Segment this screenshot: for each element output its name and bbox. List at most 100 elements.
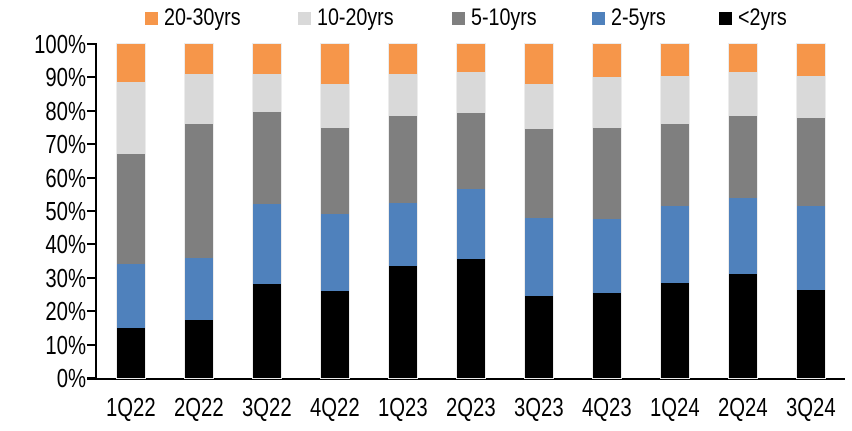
bar-segment-2-5yrs <box>321 214 349 292</box>
bar-segment-20-30yrs <box>389 44 417 75</box>
legend-label: 20-30yrs <box>164 4 241 31</box>
x-axis-label-2q24: 2Q24 <box>709 392 777 422</box>
bar-segment-20-30yrs <box>457 44 485 73</box>
bar-segment-5-10yrs <box>117 154 145 265</box>
y-axis-tick <box>87 109 95 112</box>
bar-segment-5-10yrs <box>321 127 349 215</box>
x-axis-label-1q23: 1Q23 <box>369 392 437 422</box>
bar-slot-1q22 <box>97 44 165 378</box>
stacked-bar-1q23 <box>389 44 417 378</box>
legend-swatch-icon <box>451 11 465 25</box>
y-axis-tick <box>87 276 95 279</box>
bar-segment-2yrs <box>525 296 553 378</box>
bar-segment-2yrs <box>117 327 145 378</box>
bar-segment-5-10yrs <box>797 117 825 206</box>
bar-segment-2yrs <box>389 266 417 378</box>
x-axis-label-text: 2Q22 <box>174 392 224 422</box>
y-axis-line <box>95 43 97 380</box>
x-axis-label-text: 3Q23 <box>514 392 564 422</box>
y-axis-tick <box>87 243 95 246</box>
legend-swatch-icon <box>718 11 732 25</box>
x-axis-label-text: 4Q22 <box>310 392 360 422</box>
bar-segment-10-20yrs <box>797 75 825 118</box>
x-axis-label-3q24: 3Q24 <box>777 392 845 422</box>
bar-segment-2-5yrs <box>797 206 825 290</box>
stacked-bar-1q22 <box>117 44 145 378</box>
legend-label: 2-5yrs <box>610 4 666 31</box>
bar-segment-2-5yrs <box>389 202 417 267</box>
legend-item-2-5yrs: 2-5yrs <box>591 4 678 31</box>
bar-segment-5-10yrs <box>525 129 553 218</box>
bar-segment-10-20yrs <box>729 72 757 116</box>
bar-segment-2yrs <box>185 319 213 378</box>
y-axis-label: 0% <box>56 363 86 393</box>
y-axis-label: 40% <box>45 229 86 260</box>
bar-segment-2yrs <box>593 292 621 378</box>
bar-segment-20-30yrs <box>661 44 689 76</box>
stacked-bar-3q23 <box>525 44 553 378</box>
stacked-bar-4q22 <box>321 44 349 378</box>
bar-segment-10-20yrs <box>457 72 485 113</box>
bar-segment-10-20yrs <box>661 75 689 125</box>
legend-label: 5-10yrs <box>470 4 537 31</box>
y-axis-tick <box>87 43 95 45</box>
stacked-bar-2q24 <box>729 44 757 378</box>
x-axis-label-text: 2Q23 <box>446 392 496 422</box>
x-axis-label-text: 1Q22 <box>106 392 156 422</box>
bar-segment-2yrs <box>457 259 485 378</box>
bar-segment-20-30yrs <box>321 44 349 85</box>
bar-slot-1q23 <box>369 44 437 378</box>
y-axis-label: 70% <box>45 129 86 160</box>
bar-segment-2-5yrs <box>661 206 689 283</box>
x-axis-label-2q23: 2Q23 <box>437 392 505 422</box>
bar-segment-5-10yrs <box>185 124 213 258</box>
bar-segment-20-30yrs <box>729 44 757 73</box>
legend-item-10-20yrs: 10-20yrs <box>298 5 410 31</box>
x-axis-label-1q22: 1Q22 <box>97 392 165 422</box>
y-axis-label: 100% <box>34 29 86 59</box>
x-axis-label-text: 1Q24 <box>650 392 700 422</box>
legend-swatch-icon <box>145 11 159 25</box>
legend-item-2yrs: <2yrs <box>718 4 797 31</box>
y-axis-tick <box>87 343 95 346</box>
stacked-bar-2q23 <box>457 44 485 378</box>
bar-slot-3q23 <box>505 44 573 378</box>
x-axis-label-text: 2Q24 <box>718 392 768 422</box>
bar-segment-20-30yrs <box>253 44 281 75</box>
y-axis-tick <box>87 76 95 79</box>
y-axis-tick <box>87 210 95 212</box>
bar-segment-10-20yrs <box>321 84 349 128</box>
x-axis-label-text: 3Q22 <box>242 392 292 422</box>
legend-label: 10-20yrs <box>317 4 395 31</box>
legend-item-20-30yrs: 20-30yrs <box>145 5 257 31</box>
stacked-bar-2q22 <box>185 44 213 378</box>
bar-segment-2yrs <box>729 274 757 378</box>
y-axis-label: 10% <box>45 329 86 360</box>
bar-segment-20-30yrs <box>185 44 213 75</box>
x-axis-line <box>87 378 845 380</box>
bar-segment-2-5yrs <box>185 257 213 320</box>
bar-segment-2-5yrs <box>253 204 281 285</box>
bar-segment-2yrs <box>797 289 825 378</box>
bar-segment-20-30yrs <box>117 44 145 83</box>
legend-item-5-10yrs: 5-10yrs <box>451 4 551 31</box>
bar-segment-10-20yrs <box>253 74 281 113</box>
y-axis-label: 30% <box>45 262 86 293</box>
x-axis-label-text: 4Q23 <box>582 392 632 422</box>
bar-slot-4q23 <box>573 44 641 378</box>
bar-slot-1q24 <box>641 44 709 378</box>
y-axis-tick <box>87 176 95 179</box>
stacked-bar-3q24 <box>797 44 825 378</box>
bar-segment-10-20yrs <box>185 74 213 125</box>
legend-label: <2yrs <box>737 4 787 31</box>
x-axis-label-3q22: 3Q22 <box>233 392 301 422</box>
x-axis-label-1q24: 1Q24 <box>641 392 709 422</box>
bar-segment-10-20yrs <box>593 77 621 128</box>
x-axis-label-3q23: 3Q23 <box>505 392 573 422</box>
x-axis-label-text: 3Q24 <box>786 392 836 422</box>
x-axis-label-text: 1Q23 <box>378 392 428 422</box>
bar-segment-2yrs <box>661 282 689 378</box>
bar-segment-2-5yrs <box>729 197 757 275</box>
bar-slot-2q23 <box>437 44 505 378</box>
